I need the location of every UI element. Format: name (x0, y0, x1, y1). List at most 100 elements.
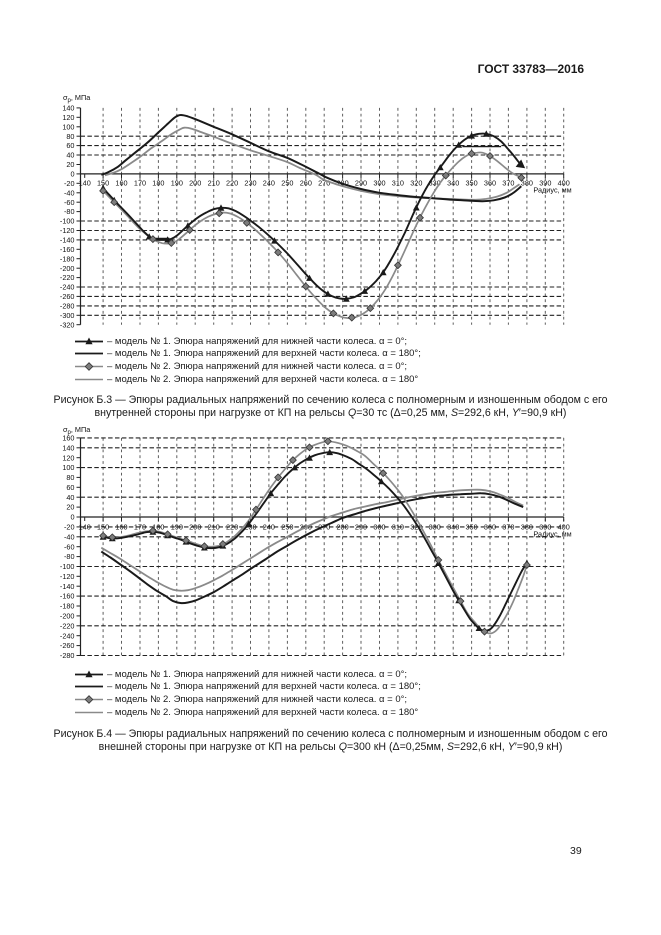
svg-text:-140: -140 (60, 582, 75, 591)
svg-text:330: 330 (429, 178, 441, 187)
svg-text:270: 270 (318, 178, 330, 187)
svg-text:80: 80 (66, 132, 74, 141)
svg-text:-60: -60 (64, 542, 75, 551)
svg-text:260: 260 (300, 178, 312, 187)
svg-text:200: 200 (189, 178, 201, 187)
svg-text:60: 60 (66, 141, 74, 150)
svg-text:350: 350 (466, 523, 478, 532)
svg-text:-200: -200 (60, 612, 75, 621)
svg-text:380: 380 (521, 178, 533, 187)
svg-text:200: 200 (189, 523, 201, 532)
svg-text:190: 190 (171, 523, 183, 532)
svg-text:190: 190 (171, 178, 183, 187)
svg-text:300: 300 (373, 523, 385, 532)
svg-text:370: 370 (502, 523, 514, 532)
svg-text:-240: -240 (60, 631, 75, 640)
svg-text:-60: -60 (64, 198, 75, 207)
svg-text:380: 380 (521, 523, 533, 532)
svg-text:20: 20 (66, 160, 74, 169)
svg-text:320: 320 (410, 178, 422, 187)
svg-text:-40: -40 (64, 188, 75, 197)
svg-text:-80: -80 (64, 207, 75, 216)
svg-text:80: 80 (66, 473, 74, 482)
svg-text:-120: -120 (60, 572, 75, 581)
svg-text:-40: -40 (64, 532, 75, 541)
svg-text:170: 170 (134, 178, 146, 187)
svg-text:40: 40 (66, 493, 74, 502)
svg-text:120: 120 (62, 113, 74, 122)
svg-text:310: 310 (392, 178, 404, 187)
svg-text:360: 360 (484, 523, 496, 532)
svg-text:Радиус, мм: Радиус, мм (533, 185, 571, 194)
svg-text:350: 350 (466, 178, 478, 187)
svg-text:-120: -120 (60, 226, 75, 235)
svg-text:-200: -200 (60, 264, 75, 273)
svg-text:320: 320 (410, 523, 422, 532)
svg-text:-160: -160 (60, 592, 75, 601)
svg-text:0: 0 (70, 170, 74, 179)
svg-text:-180: -180 (60, 254, 75, 263)
svg-text:-260: -260 (60, 292, 75, 301)
svg-text:230: 230 (244, 523, 256, 532)
svg-text:340: 340 (447, 178, 459, 187)
svg-text:-240: -240 (60, 283, 75, 292)
svg-text:370: 370 (502, 178, 514, 187)
svg-text:310: 310 (392, 523, 404, 532)
svg-text:-220: -220 (60, 273, 75, 282)
svg-text:340: 340 (447, 523, 459, 532)
svg-text:-140: -140 (60, 236, 75, 245)
svg-text:-100: -100 (60, 217, 75, 226)
svg-text:390: 390 (539, 178, 551, 187)
svg-text:-300: -300 (60, 311, 75, 320)
svg-text:-220: -220 (60, 621, 75, 630)
svg-text:240: 240 (263, 523, 275, 532)
svg-text:-20: -20 (64, 523, 75, 532)
svg-text:-260: -260 (60, 641, 75, 650)
svg-text:290: 290 (355, 178, 367, 187)
svg-text:140: 140 (62, 104, 74, 113)
svg-text:160: 160 (115, 523, 127, 532)
svg-text:σр, МПа: σр, МПа (63, 425, 91, 436)
svg-text:220: 220 (226, 523, 238, 532)
svg-text:390: 390 (539, 523, 551, 532)
svg-text:400: 400 (558, 178, 570, 187)
svg-text:250: 250 (281, 523, 293, 532)
svg-text:140: 140 (79, 178, 91, 187)
svg-text:-160: -160 (60, 245, 75, 254)
svg-text:170: 170 (134, 523, 146, 532)
svg-text:160: 160 (115, 178, 127, 187)
svg-text:160: 160 (62, 434, 74, 443)
svg-text:-180: -180 (60, 602, 75, 611)
svg-text:20: 20 (66, 503, 74, 512)
svg-text:250: 250 (281, 178, 293, 187)
svg-text:220: 220 (226, 178, 238, 187)
svg-text:210: 210 (208, 178, 220, 187)
svg-text:40: 40 (66, 151, 74, 160)
svg-text:180: 180 (152, 523, 164, 532)
svg-text:120: 120 (62, 453, 74, 462)
svg-text:-280: -280 (60, 651, 75, 660)
svg-text:100: 100 (62, 122, 74, 131)
svg-text:60: 60 (66, 483, 74, 492)
svg-text:210: 210 (208, 523, 220, 532)
svg-text:100: 100 (62, 463, 74, 472)
svg-text:240: 240 (263, 178, 275, 187)
svg-text:σр, МПа: σр, МПа (63, 93, 91, 104)
svg-text:290: 290 (355, 523, 367, 532)
svg-text:150: 150 (97, 523, 109, 532)
svg-text:330: 330 (429, 523, 441, 532)
svg-text:-100: -100 (60, 562, 75, 571)
svg-text:Радиус, мм: Радиус, мм (533, 530, 571, 539)
svg-text:150: 150 (97, 178, 109, 187)
svg-text:280: 280 (337, 523, 349, 532)
svg-text:400: 400 (558, 523, 570, 532)
svg-text:360: 360 (484, 178, 496, 187)
svg-text:300: 300 (373, 178, 385, 187)
svg-text:180: 180 (152, 178, 164, 187)
svg-text:0: 0 (70, 513, 74, 522)
svg-text:-80: -80 (64, 552, 75, 561)
svg-text:-280: -280 (60, 302, 75, 311)
svg-text:140: 140 (62, 443, 74, 452)
svg-text:230: 230 (244, 178, 256, 187)
svg-text:140: 140 (79, 523, 91, 532)
